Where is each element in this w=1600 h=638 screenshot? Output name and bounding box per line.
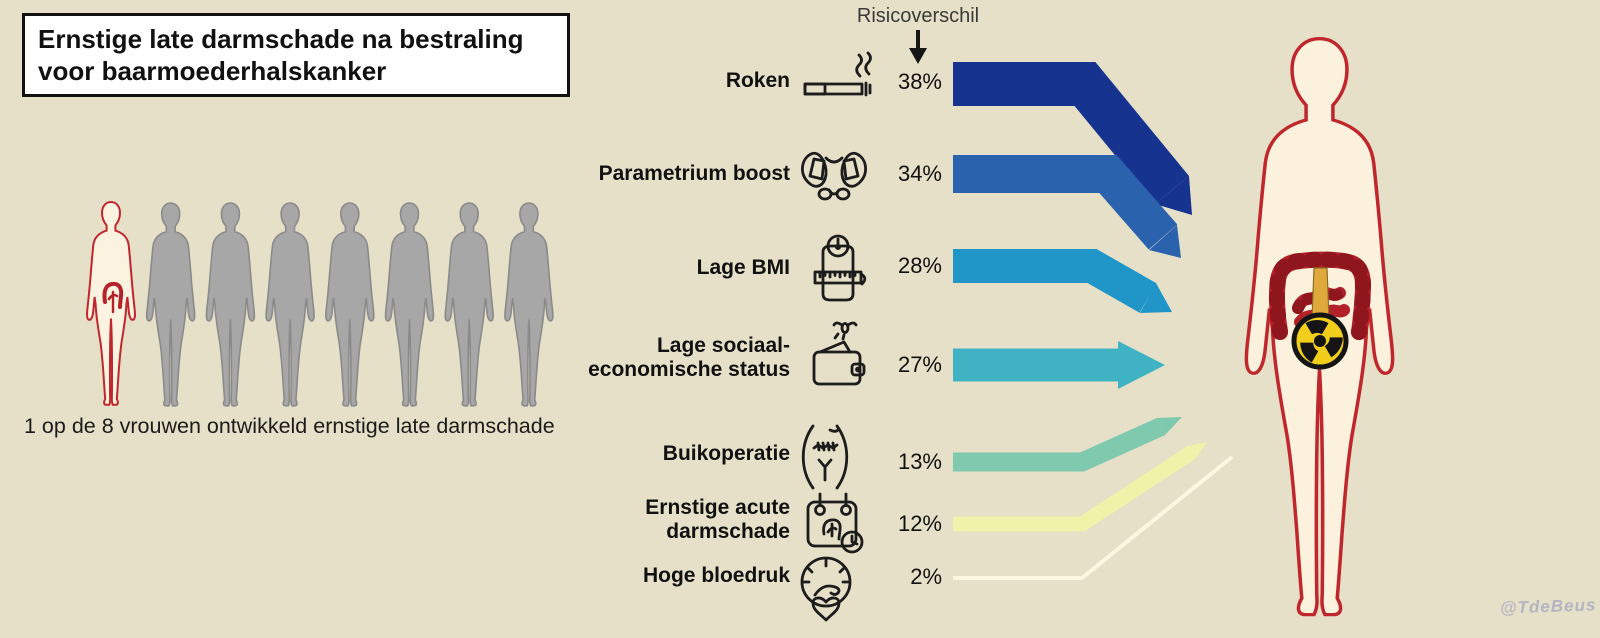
flow-arrow-hoge-bloedruk [953,455,1234,580]
row-label-lage-bmi: Lage BMI [696,256,790,279]
page-title: Ernstige late darmschade na bestraling v… [22,13,570,98]
patient-body-figure [1244,36,1395,617]
row-value-bloedruk: 2% [910,564,942,589]
row-label-acute: Ernstige acute darmschade [645,496,790,543]
row-value-roken: 38% [897,69,942,94]
row-value-ses: 27% [897,352,942,377]
row-value-lage-bmi: 28% [897,253,942,278]
risk-arrow-down-icon [909,30,927,64]
flow-arrow-lage-bmi [953,249,1172,313]
flow-arrow-buikoperatie [953,417,1182,472]
woman-figure [145,202,196,407]
flow-arrow-parametrium-boost [953,155,1181,258]
row-label-parametrium: Parametrium boost [598,162,790,185]
risk-difference-header: Risicoverschil [856,5,980,27]
row-label-buikoperatie: Buikoperatie [662,442,790,465]
wallet-fly-icon [812,321,866,386]
watermark: @TdeBeus [1499,595,1597,618]
pictogram-caption: 1 op de 8 vrouwen ontwikkeld ernstige la… [24,414,555,438]
affected-woman-figure [86,201,136,406]
woman-figure [444,202,494,407]
row-value-parametrium: 34% [897,161,942,186]
row-label-ses: Lage sociaal- economische status [588,334,790,381]
woman-figure [384,202,435,407]
woman-figure [205,202,256,407]
radiation-symbol [1291,267,1349,370]
calendar-gut-icon [806,492,864,554]
mini-intestine-illustration [102,281,124,314]
bmi-scale-icon [813,234,867,302]
cigarette-icon [803,51,872,97]
flow-arrows [953,62,1234,580]
woman-figure [265,202,315,407]
abdomen-scar-icon [801,424,849,490]
flow-arrow-roken [953,62,1192,215]
woman-figure [325,202,375,407]
pelvis-icon [801,151,867,201]
women-pictogram [86,201,554,407]
row-value-buikoperatie: 13% [897,449,942,474]
row-label-bloedruk: Hoge bloedruk [642,564,790,587]
row-value-acute: 12% [897,511,942,536]
flow-arrow-acute-darmschade [953,442,1207,532]
row-label-roken: Roken [725,69,790,92]
blood-pressure-gauge-icon [800,556,852,622]
uterus-canal [1311,267,1330,319]
flow-arrow-ses [953,341,1165,389]
